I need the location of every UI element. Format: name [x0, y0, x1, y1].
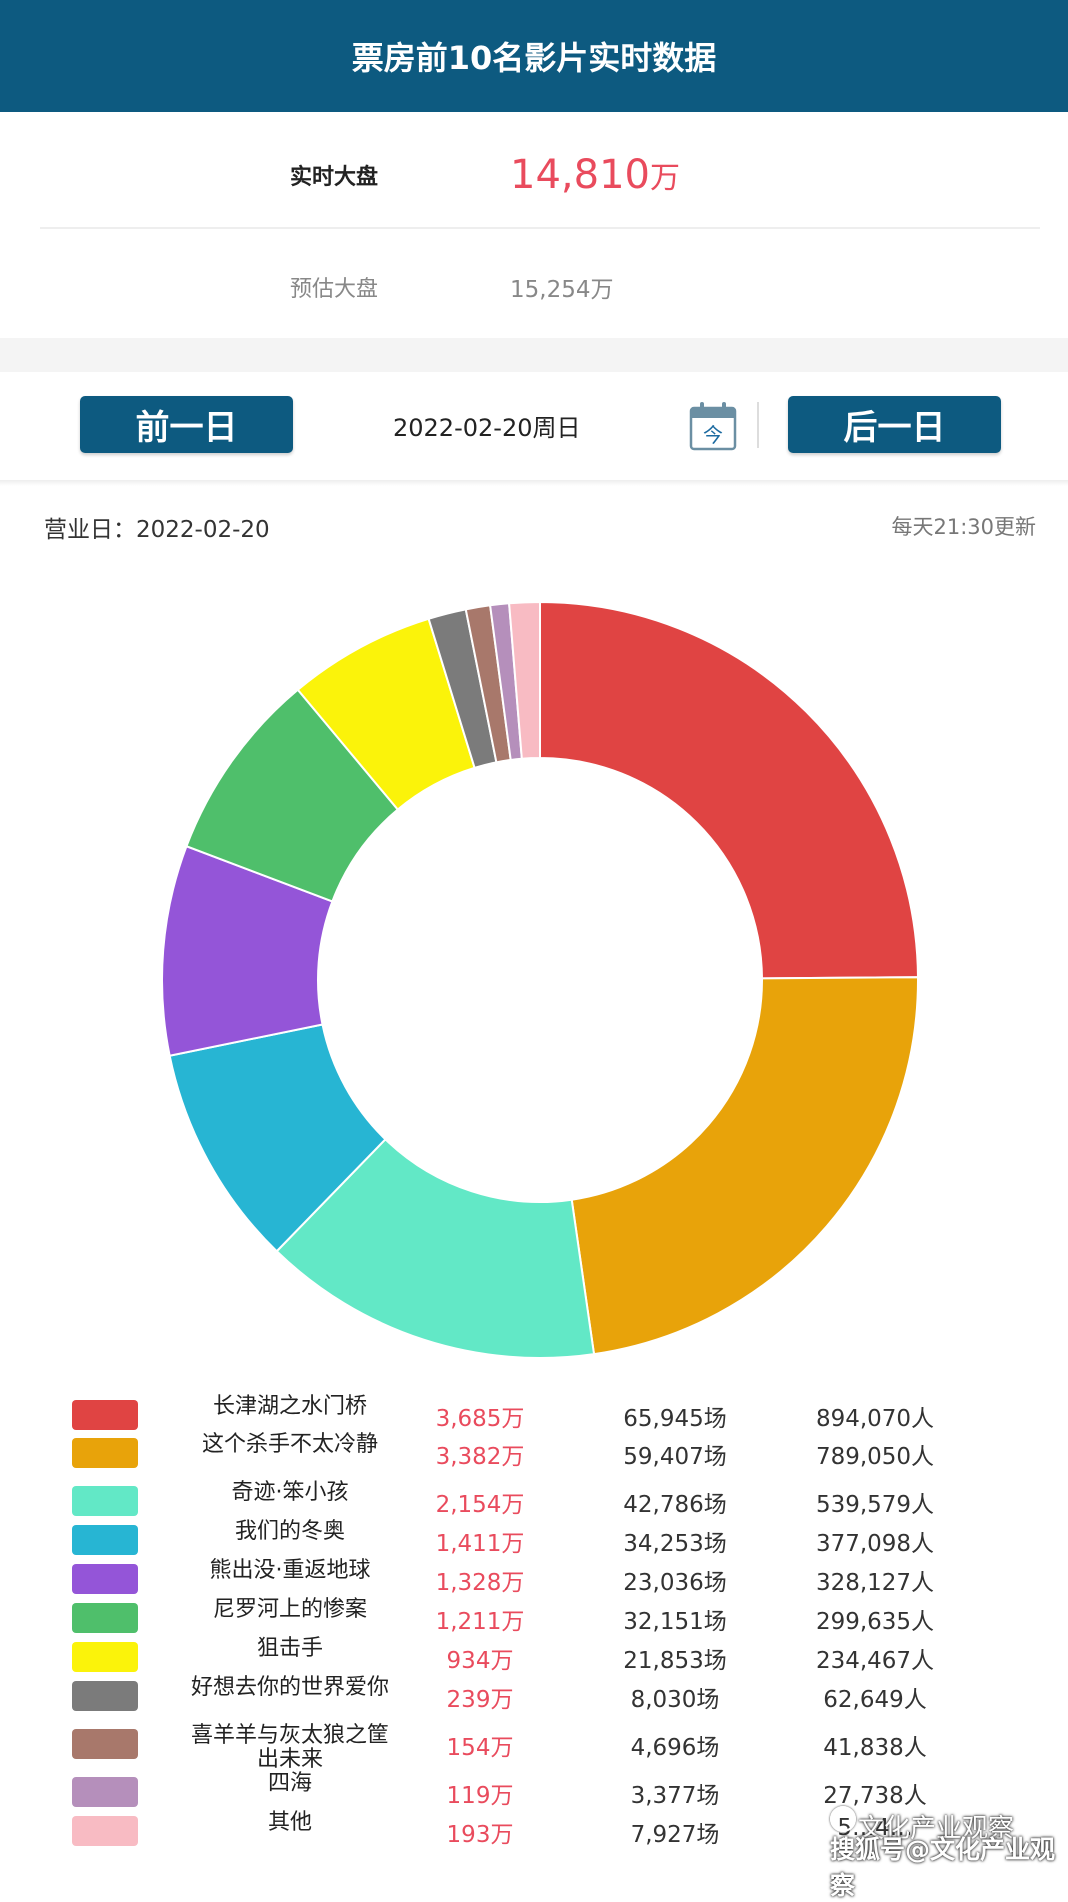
box-office-donut-chart: [161, 600, 919, 1359]
calendar-today-glyph: 今: [703, 423, 723, 447]
legend-row[interactable]: 长津湖之水门桥 3,685万 65,945场 894,070人: [0, 1394, 1068, 1432]
legend-swatch: [72, 1486, 138, 1516]
film-name: 狙击手: [256, 1636, 323, 1661]
film-legend-table: 长津湖之水门桥 3,685万 65,945场 894,070人这个杀手不太冷静 3,38…: [0, 1395, 1068, 1855]
film-box-office: 3,685万: [435, 1406, 525, 1432]
legend-swatch: [72, 1564, 138, 1594]
film-shows: 3,377场: [630, 1783, 720, 1809]
film-box-office: 1,411万: [435, 1531, 525, 1557]
realtime-row: 实时大盘 14,810万: [0, 140, 1068, 210]
legend-swatch: [72, 1642, 138, 1672]
prev-day-button[interactable]: 前一日: [80, 396, 293, 453]
film-shows: 4,696场: [630, 1735, 720, 1761]
section-gap: [0, 338, 1068, 372]
film-name: 其他: [267, 1810, 312, 1835]
film-shows: 32,151场: [623, 1609, 727, 1635]
film-attendance: 539,579人: [815, 1492, 935, 1518]
film-shows: 8,030场: [630, 1687, 720, 1713]
donut-slice-3[interactable]: [275, 1137, 596, 1359]
film-name: 四海: [267, 1771, 312, 1796]
film-attendance: 234,467人: [815, 1648, 935, 1674]
legend-row[interactable]: 这个杀手不太冷静 3,382万 59,407场 789,050人: [0, 1432, 1068, 1470]
film-box-office: 193万: [446, 1822, 514, 1848]
watermark-icon: [830, 1806, 856, 1832]
realtime-unit: 万: [649, 161, 680, 196]
estimate-row: 预估大盘 15,254万: [0, 252, 1068, 322]
film-box-office: 239万: [446, 1687, 514, 1713]
film-attendance: 894,070人: [815, 1406, 935, 1432]
legend-swatch: [72, 1777, 138, 1807]
page-header: 票房前10名影片实时数据: [0, 0, 1068, 112]
nav-separator: [757, 402, 759, 448]
divider: [40, 227, 1040, 229]
film-box-office: 1,328万: [435, 1570, 525, 1596]
film-attendance: 41,838人: [823, 1735, 927, 1761]
legend-swatch: [72, 1603, 138, 1633]
watermark-line1: 文化产业观察: [858, 1814, 1015, 1844]
legend-swatch: [72, 1681, 138, 1711]
film-attendance: 299,635人: [815, 1609, 935, 1635]
film-name: 尼罗河上的惨案: [212, 1597, 367, 1622]
film-box-office: 934万: [446, 1648, 514, 1674]
film-name: 奇迹·笨小孩: [231, 1480, 349, 1505]
page-title: 票房前10名影片实时数据: [351, 39, 717, 77]
legend-row[interactable]: 喜羊羊与灰太狼之筐出未来 154万 4,696场 41,838人: [0, 1724, 1068, 1772]
legend-row[interactable]: 熊出没·重返地球 1,328万 23,036场 328,127人: [0, 1558, 1068, 1596]
film-name: 这个杀手不太冷静: [201, 1432, 378, 1457]
realtime-value: 14,810万: [510, 152, 680, 198]
film-box-office: 1,211万: [435, 1609, 525, 1635]
calendar-icon[interactable]: 今: [688, 400, 738, 452]
estimate-label: 预估大盘: [290, 277, 379, 302]
film-shows: 34,253场: [623, 1531, 727, 1557]
legend-row[interactable]: 奇迹·笨小孩 2,154万 42,786场 539,579人: [0, 1480, 1068, 1518]
legend-row[interactable]: 尼罗河上的惨案 1,211万 32,151场 299,635人: [0, 1597, 1068, 1635]
film-shows: 21,853场: [623, 1648, 727, 1674]
update-note: 每天21:30更新: [891, 515, 1036, 539]
donut-slice-1[interactable]: [539, 600, 919, 980]
next-day-button[interactable]: 后一日: [788, 396, 1001, 453]
film-name: 我们的冬奥: [234, 1519, 345, 1544]
film-attendance: 27,738人: [823, 1783, 927, 1809]
film-box-office: 3,382万: [435, 1444, 525, 1470]
film-shows: 65,945场: [623, 1406, 727, 1432]
realtime-number: 14,810: [510, 152, 650, 198]
watermark-line2: 搜狐号@文化产业观察: [830, 1835, 1056, 1900]
film-shows: 59,407场: [623, 1444, 727, 1470]
realtime-label: 实时大盘: [290, 165, 379, 190]
film-attendance: 62,649人: [823, 1687, 927, 1713]
film-name: 长津湖之水门桥: [212, 1394, 367, 1419]
film-name: 喜羊羊与灰太狼之筐出未来: [190, 1723, 389, 1772]
film-name: 好想去你的世界爱你: [190, 1675, 389, 1700]
legend-swatch: [72, 1729, 138, 1759]
legend-swatch: [72, 1438, 138, 1468]
film-box-office: 119万: [446, 1783, 514, 1809]
business-day: 营业日：2022-02-20: [44, 517, 270, 543]
legend-row[interactable]: 狙击手 934万 21,853场 234,467人: [0, 1636, 1068, 1674]
nav-shadow: [0, 480, 1068, 486]
legend-row[interactable]: 好想去你的世界爱你 239万 8,030场 62,649人: [0, 1675, 1068, 1713]
legend-swatch: [72, 1400, 138, 1430]
film-attendance: 328,127人: [815, 1570, 935, 1596]
donut-slice-11[interactable]: [508, 600, 541, 760]
estimate-value: 15,254万: [510, 277, 614, 303]
date-navigation: 前一日 2022-02-20周日 今 后一日: [0, 372, 1068, 484]
box-office-summary: 实时大盘 14,810万 预估大盘 15,254万: [0, 112, 1068, 338]
film-attendance: 377,098人: [815, 1531, 935, 1557]
film-box-office: 2,154万: [435, 1492, 525, 1518]
legend-row[interactable]: 我们的冬奥 1,411万 34,253场 377,098人: [0, 1519, 1068, 1557]
legend-swatch: [72, 1525, 138, 1555]
legend-swatch: [72, 1816, 138, 1846]
film-attendance: 789,050人: [815, 1444, 935, 1470]
current-date: 2022-02-20周日: [393, 414, 581, 442]
donut-slice-2[interactable]: [570, 976, 919, 1356]
film-shows: 42,786场: [623, 1492, 727, 1518]
legend-row[interactable]: 四海 119万 3,377场 27,738人: [0, 1771, 1068, 1809]
legend-row[interactable]: 其他 193万 7,927场 5…4…: [0, 1810, 1068, 1848]
film-name: 熊出没·重返地球: [209, 1558, 371, 1583]
film-box-office: 154万: [446, 1735, 514, 1761]
donut-slices: [161, 600, 919, 1359]
film-shows: 7,927场: [630, 1822, 720, 1848]
film-shows: 23,036场: [623, 1570, 727, 1596]
